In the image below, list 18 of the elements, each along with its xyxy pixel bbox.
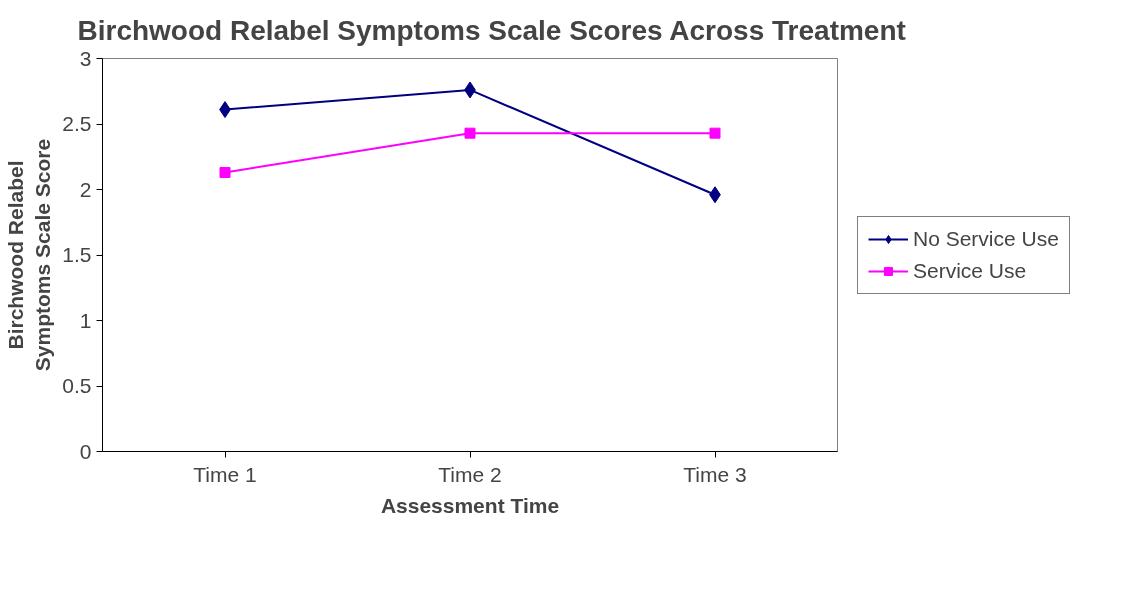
y-tick-label: 1.5 [62,243,92,266]
legend-label: No Service Use [913,226,1059,251]
y-axis-title: Birchwood Relabel Symptoms Scale Score [3,138,55,372]
legend-label: Service Use [913,258,1027,283]
x-tick-label: Time 3 [683,462,747,486]
x-tick-label: Time 2 [438,462,502,486]
point [219,166,231,178]
y-tick-label: 0.5 [62,374,92,397]
x-tick-label: Time 1 [193,462,257,486]
y-tick-label: 1 [79,308,92,332]
y-tick-label: 2.5 [62,112,92,135]
y-tick-label: 0 [79,439,92,463]
x-axis-title: Assessment Time [380,493,560,517]
point [709,127,721,139]
point [464,127,476,139]
y-tick-label: 3 [79,46,92,70]
chart-title: Birchwood Relabel Symptoms Scale Scores Across Treatment [77,15,906,46]
y-tick-label: 2 [79,177,92,201]
